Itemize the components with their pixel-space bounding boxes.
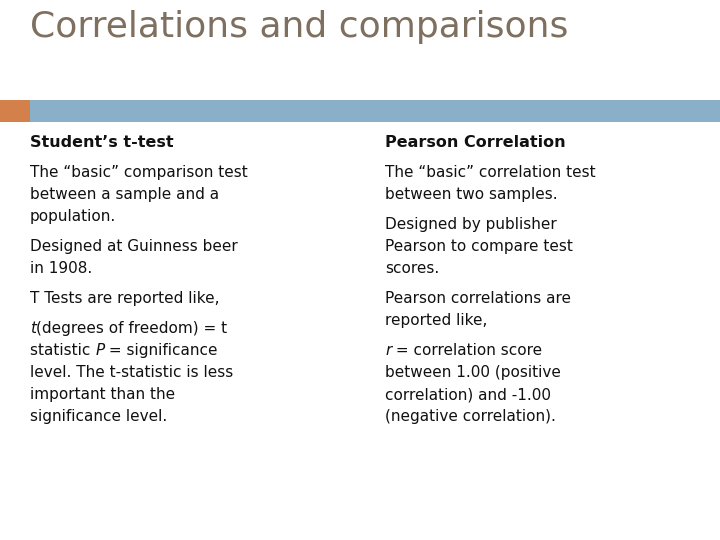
Text: T Tests are reported like,: T Tests are reported like, — [30, 291, 220, 306]
Text: scores.: scores. — [385, 261, 439, 276]
Text: in 1908.: in 1908. — [30, 261, 92, 276]
Text: between 1.00 (positive: between 1.00 (positive — [385, 365, 561, 380]
Text: significance level.: significance level. — [30, 409, 167, 424]
Text: Pearson correlations are: Pearson correlations are — [385, 291, 571, 306]
Text: (degrees of freedom) = t: (degrees of freedom) = t — [36, 321, 227, 336]
Text: statistic: statistic — [30, 343, 95, 358]
Text: Designed by publisher: Designed by publisher — [385, 217, 557, 232]
Text: Correlations and comparisons: Correlations and comparisons — [30, 10, 568, 44]
Text: reported like,: reported like, — [385, 313, 487, 328]
Text: r: r — [385, 343, 391, 358]
Text: between a sample and a: between a sample and a — [30, 187, 219, 202]
Text: = significance: = significance — [104, 343, 218, 358]
Bar — [30, 100, 720, 122]
Text: level. The t-statistic is less: level. The t-statistic is less — [30, 365, 233, 380]
Text: The “basic” correlation test: The “basic” correlation test — [385, 165, 595, 180]
Text: The “basic” comparison test: The “basic” comparison test — [30, 165, 248, 180]
Text: Pearson Correlation: Pearson Correlation — [385, 135, 566, 150]
Text: P: P — [95, 343, 104, 358]
Text: Designed at Guinness beer: Designed at Guinness beer — [30, 239, 238, 254]
Text: important than the: important than the — [30, 387, 175, 402]
Text: = correlation score: = correlation score — [391, 343, 542, 358]
Text: (negative correlation).: (negative correlation). — [385, 409, 556, 424]
Text: Pearson to compare test: Pearson to compare test — [385, 239, 573, 254]
Bar — [0, 100, 30, 122]
Text: between two samples.: between two samples. — [385, 187, 557, 202]
Text: t: t — [30, 321, 36, 336]
Text: Student’s t-test: Student’s t-test — [30, 135, 174, 150]
Text: correlation) and -1.00: correlation) and -1.00 — [385, 387, 551, 402]
Text: population.: population. — [30, 209, 116, 224]
